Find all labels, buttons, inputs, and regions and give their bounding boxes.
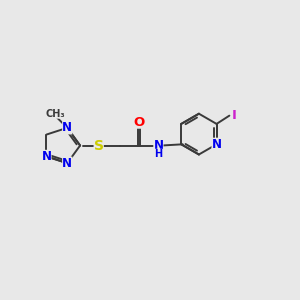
Text: O: O: [133, 116, 145, 129]
Text: N: N: [41, 150, 52, 163]
Text: N: N: [62, 121, 72, 134]
Text: S: S: [94, 139, 104, 152]
Text: N: N: [62, 157, 72, 170]
Text: CH₃: CH₃: [45, 109, 65, 118]
Text: N: N: [212, 138, 222, 151]
Text: N: N: [153, 139, 164, 152]
Text: H: H: [154, 149, 163, 159]
Text: I: I: [231, 109, 236, 122]
